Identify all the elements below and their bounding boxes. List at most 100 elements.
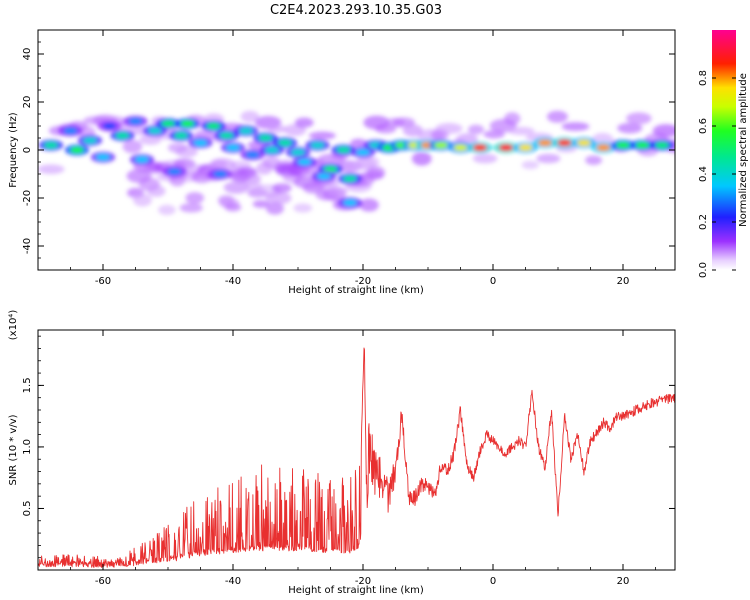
heatmap-halo-cell: [147, 185, 166, 197]
heatmap-halo-cell: [435, 123, 463, 134]
heatmap-halo-cell: [366, 166, 386, 180]
heatmap-cell: [115, 132, 130, 139]
heatmap-cell: [297, 158, 312, 166]
y-tick-label: 1.5: [22, 377, 33, 393]
heatmap-cell: [310, 142, 325, 149]
heatmap-cell: [63, 127, 78, 134]
y-tick-label: 0: [22, 147, 33, 153]
spectrogram-heatmap: [38, 110, 675, 216]
heatmap-cell: [343, 175, 357, 182]
heatmap-halo-cell: [179, 203, 203, 213]
x-tick-label: -20: [355, 276, 371, 287]
y-tick-label: 20: [22, 96, 33, 109]
heatmap-halo-cell: [239, 173, 262, 185]
x-tick-label: 0: [490, 576, 496, 587]
x-tick-label: -60: [95, 576, 111, 587]
heatmap-halo-cell: [483, 130, 505, 139]
x-tick-label: -20: [355, 576, 371, 587]
colorbar-tick-label: 0.4: [698, 166, 709, 182]
snr-y-axis-label: SNR (10 * v/v): [8, 414, 19, 485]
heatmap-halo-cell: [359, 198, 379, 212]
heatmap-halo-cell: [185, 192, 205, 204]
heatmap-cell: [278, 139, 292, 146]
chart-title: C2E4.2023.293.10.35.G03: [270, 3, 442, 18]
heatmap-halo-cell: [133, 193, 152, 207]
heatmap-cell: [616, 142, 630, 149]
heatmap-halo-cell: [224, 203, 242, 212]
spectrogram-panel: -60 -40 -20 0 20 -40 -20 0 20 40 Height of strai…: [8, 29, 676, 296]
heatmap-halo-cell: [240, 110, 260, 123]
heatmap-halo-cell: [265, 191, 292, 205]
heatmap-halo-cell: [411, 151, 432, 166]
heatmap-cell: [557, 139, 572, 146]
heatmap-cell: [206, 122, 221, 130]
heatmap-halo-cell: [472, 153, 498, 164]
y-tick-label: 1.0: [22, 439, 33, 455]
heatmap-cell: [499, 144, 513, 151]
heatmap-cell: [655, 142, 669, 149]
heatmap-cell: [317, 173, 331, 180]
heatmap-halo-cell: [158, 204, 176, 216]
x-tick-label: -40: [225, 576, 241, 587]
y-tick-label: -40: [22, 238, 33, 254]
heatmap-halo-cell: [402, 124, 423, 137]
heatmap-cell: [635, 142, 650, 149]
heatmap-cell: [291, 149, 305, 156]
y-tick-label: -20: [22, 190, 33, 206]
heatmap-cell: [265, 146, 279, 154]
colorbar-label: Normalized spectral amplitude: [738, 73, 749, 227]
heatmap-cell: [343, 199, 357, 206]
heatmap-halo-cell: [536, 153, 561, 164]
heatmap-halo-cell: [252, 199, 270, 208]
heatmap-cell: [538, 139, 552, 146]
heatmap-cell: [219, 132, 234, 139]
heatmap-halo-cell: [308, 131, 336, 140]
snr-panel: -60 -40 -20 0 20 0.5 1.0 1.5 Height of straigh…: [8, 310, 676, 596]
heatmap-cell: [96, 154, 110, 161]
heatmap-halo-cell: [265, 202, 284, 215]
heatmap-cell: [70, 146, 84, 154]
heatmap-halo-cell: [355, 156, 376, 171]
snr-y-multiplier: (x10⁴): [8, 310, 19, 341]
heatmap-halo-cell: [122, 139, 143, 154]
heatmap-cell: [135, 156, 149, 163]
y-tick-label: 0.5: [22, 501, 33, 517]
heatmap-cell: [174, 132, 188, 139]
heatmap-cell: [577, 139, 591, 146]
heatmap-cell: [336, 146, 351, 154]
heatmap-cell: [180, 120, 195, 127]
heatmap-halo-cell: [626, 112, 652, 125]
heatmap-halo-cell: [272, 183, 292, 193]
heatmap-halo-cell: [38, 164, 65, 175]
heatmap-cell: [161, 120, 175, 127]
spectrogram-x-axis-label: Height of straight line (km): [288, 285, 424, 296]
heatmap-cell: [258, 134, 273, 142]
y-tick-label: 40: [22, 48, 33, 61]
colorbar: 0.0 0.2 0.4 0.6 0.8 Normalized spectral ampl…: [698, 30, 749, 278]
heatmap-halo-cell: [223, 181, 250, 194]
heatmap-halo-cell: [175, 145, 198, 158]
heatmap-cell: [44, 142, 58, 149]
colorbar-tick-label: 0.6: [698, 118, 709, 134]
heatmap-halo-cell: [617, 122, 643, 134]
colorbar-tick-label: 0.8: [698, 70, 709, 86]
colorbar-tick-label: 0.2: [698, 214, 709, 230]
heatmap-cell: [148, 127, 162, 134]
snr-x-axis-label: Height of straight line (km): [288, 585, 424, 596]
heatmap-cell: [518, 144, 533, 151]
heatmap-halo-cell: [209, 157, 236, 172]
heatmap-halo-cell: [294, 117, 314, 128]
spectrogram-y-axis-label: Frequency (Hz): [8, 112, 19, 188]
colorbar-tick-label: 0.0: [698, 262, 709, 278]
heatmap-halo-cell: [293, 203, 313, 213]
snr-frame: [37, 329, 676, 571]
heatmap-cell: [83, 137, 97, 144]
heatmap-halo-cell: [327, 186, 348, 197]
heatmap-halo-cell: [139, 134, 162, 145]
heatmap-cell: [167, 168, 182, 175]
heatmap-halo-cell: [546, 110, 568, 123]
heatmap-cell: [226, 144, 240, 151]
heatmap-cell: [128, 118, 143, 125]
heatmap-halo-cell: [504, 112, 521, 125]
